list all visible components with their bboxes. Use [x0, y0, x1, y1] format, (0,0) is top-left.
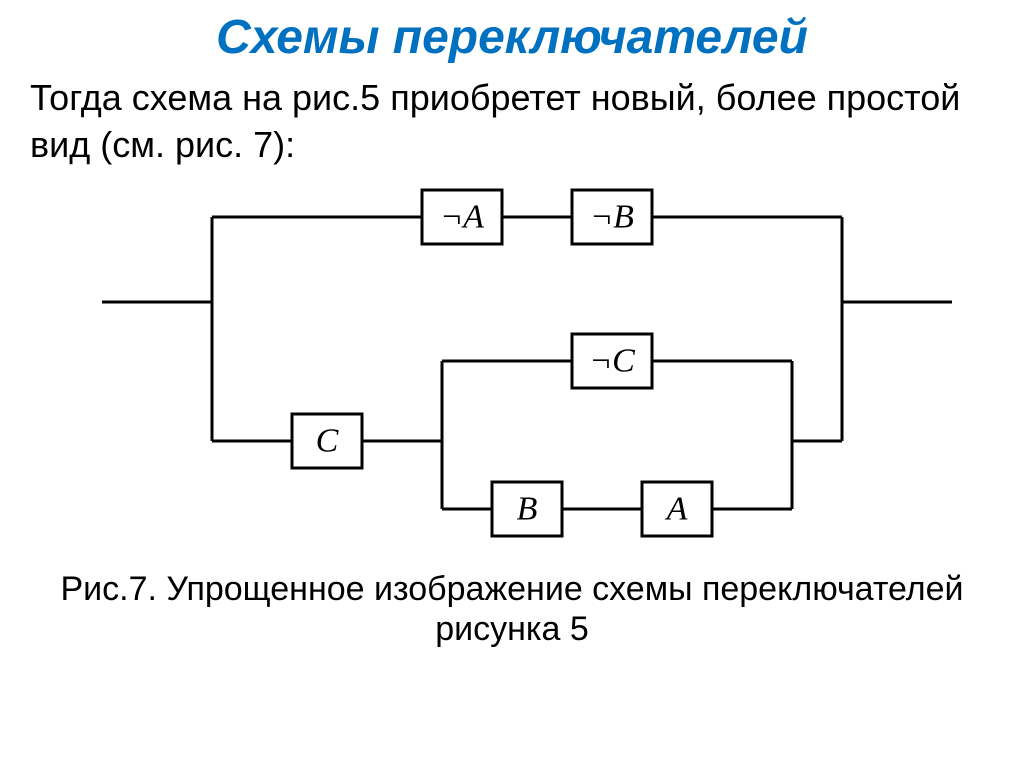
svg-text:C: C [316, 422, 339, 459]
svg-text:¬B: ¬B [590, 198, 634, 235]
svg-text:A: A [665, 490, 688, 527]
svg-text:¬A: ¬A [440, 198, 484, 235]
page-title: Схемы переключателей [30, 10, 994, 65]
svg-text:B: B [517, 490, 538, 527]
page-subtitle: Тогда схема на рис.5 приобретет новый, б… [30, 75, 994, 169]
circuit-svg: ¬A ¬B C ¬C B A [62, 184, 962, 564]
svg-text:¬C: ¬C [589, 342, 635, 379]
figure-caption: Рис.7. Упрощенное изображение схемы пере… [30, 569, 994, 651]
circuit-diagram: ¬A ¬B C ¬C B A [62, 184, 962, 564]
